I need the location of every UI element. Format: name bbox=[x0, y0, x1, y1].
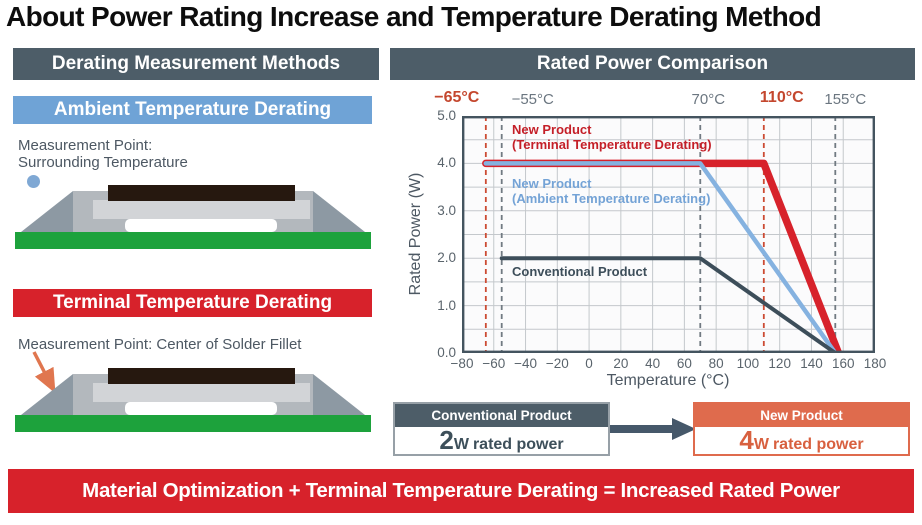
solder-fillet-right bbox=[313, 191, 365, 232]
series-line-conventional bbox=[499, 256, 838, 353]
reference-temp-label: 110°C bbox=[759, 89, 804, 106]
conventional-rating-unit: W bbox=[453, 436, 469, 453]
pcb-board bbox=[15, 415, 371, 432]
ceramic-substrate bbox=[93, 383, 310, 402]
new-product-box-header: New Product bbox=[695, 404, 908, 427]
reference-temp-label: −65°C bbox=[434, 89, 480, 106]
derating-methods-header: Derating Measurement Methods bbox=[13, 48, 379, 80]
ambient-derating-header: Ambient Temperature Derating bbox=[13, 96, 372, 124]
conventional-rating-value: 2 bbox=[439, 425, 454, 455]
y-tick-label: 5.0 bbox=[437, 108, 456, 123]
resistive-element bbox=[108, 185, 295, 201]
pcb-board bbox=[15, 232, 371, 249]
chip-component-diagram-ambient bbox=[15, 185, 371, 249]
new-rating-value: 4 bbox=[739, 425, 754, 455]
x-tick-label: −40 bbox=[514, 356, 537, 371]
plot-border bbox=[462, 116, 875, 353]
x-tick-label: 0 bbox=[585, 356, 593, 371]
y-tick-label: 0.0 bbox=[437, 345, 456, 360]
component-underside bbox=[125, 402, 277, 415]
y-tick-label: 1.0 bbox=[437, 297, 456, 313]
x-axis-title: Temperature (°C) bbox=[606, 372, 730, 389]
measurement-point-dot-icon bbox=[27, 175, 40, 188]
x-tick-label: 140 bbox=[800, 356, 823, 371]
series-line-ambient bbox=[483, 161, 838, 353]
page-title: About Power Rating Increase and Temperat… bbox=[6, 1, 822, 32]
series-label-ambient: New Product (Ambient Temperature Deratin… bbox=[512, 176, 710, 206]
x-tick-label: 80 bbox=[708, 356, 724, 371]
upgrade-arrow-icon bbox=[610, 418, 696, 440]
new-rating-suffix: rated power bbox=[772, 436, 864, 453]
x-tick-label: 120 bbox=[768, 356, 791, 371]
series-label-terminal-line1: New Product bbox=[512, 122, 592, 137]
series-label-conventional-line1: Conventional Product bbox=[512, 264, 648, 279]
reference-temp-label: 155°C bbox=[824, 91, 867, 108]
reference-temp-label: 70°C bbox=[691, 91, 726, 108]
x-tick-label: −60 bbox=[482, 356, 506, 371]
rated-power-comparison-header-label: Rated Power Comparison bbox=[536, 53, 769, 74]
rated-power-comparison-header: Rated Power Comparison bbox=[390, 48, 915, 80]
solder-fillet-left bbox=[21, 374, 73, 415]
series-label-conventional: Conventional Product bbox=[512, 264, 647, 279]
series-label-terminal: New Product (Terminal Temperature Derati… bbox=[512, 122, 712, 152]
x-tick-label: 160 bbox=[831, 356, 855, 371]
x-tick-label: 180 bbox=[863, 356, 887, 371]
conventional-rating-suffix: rated power bbox=[472, 436, 564, 453]
ambient-note-line1: Measurement Point: bbox=[18, 137, 153, 154]
y-axis-title: Rated Power (W) bbox=[407, 172, 424, 296]
x-tick-label: −80 bbox=[450, 356, 474, 371]
y-tick-label: 4.0 bbox=[437, 155, 456, 171]
new-rating-unit: W bbox=[753, 436, 769, 453]
terminal-derating-header-label: Terminal Temperature Derating bbox=[52, 292, 333, 313]
derating-chart-plot bbox=[462, 116, 875, 353]
series-label-terminal-line2: (Terminal Temperature Derating) bbox=[512, 137, 712, 152]
x-tick-label: 60 bbox=[676, 356, 692, 371]
x-tick-label: 100 bbox=[736, 356, 760, 371]
x-tick-label: 20 bbox=[613, 356, 629, 371]
component-underside bbox=[125, 219, 277, 232]
conclusion-banner: Material Optimization + Terminal Tempera… bbox=[8, 469, 914, 513]
resistive-element bbox=[108, 368, 295, 384]
measurement-arrow-icon bbox=[32, 351, 56, 394]
derating-methods-header-label: Derating Measurement Methods bbox=[51, 53, 341, 74]
chip-component-diagram-terminal bbox=[15, 368, 371, 432]
x-tick-label: 40 bbox=[645, 356, 661, 371]
ambient-derating-header-label: Ambient Temperature Derating bbox=[53, 99, 332, 120]
solder-fillet-right bbox=[313, 374, 365, 415]
reference-temp-label: −55°C bbox=[511, 91, 554, 108]
terminal-derating-header: Terminal Temperature Derating bbox=[13, 289, 372, 317]
y-tick-label: 2.0 bbox=[437, 250, 456, 266]
ambient-measurement-note: Measurement Point: Surrounding Temperatu… bbox=[18, 137, 188, 171]
ambient-note-line2: Surrounding Temperature bbox=[18, 154, 188, 171]
conventional-product-box-header: Conventional Product bbox=[395, 404, 608, 427]
solder-fillet-left bbox=[21, 191, 73, 232]
series-label-ambient-line1: New Product bbox=[512, 176, 592, 191]
series-label-ambient-line2: (Ambient Temperature Derating) bbox=[512, 191, 711, 206]
x-tick-label: −20 bbox=[545, 356, 569, 371]
y-tick-label: 3.0 bbox=[437, 202, 456, 218]
ceramic-substrate bbox=[93, 200, 310, 219]
terminal-measurement-note: Measurement Point: Center of Solder Fill… bbox=[18, 336, 302, 353]
